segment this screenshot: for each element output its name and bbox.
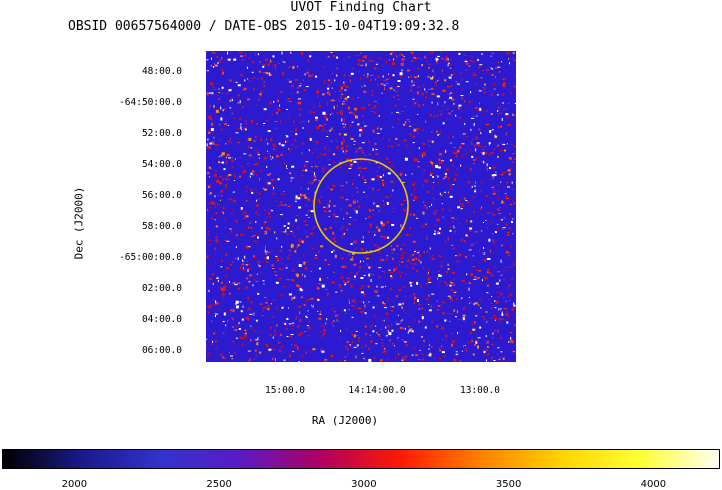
y-tick-label: -64:50:00.0 [119,97,182,108]
source-region-circle [313,158,409,254]
y-tick-label: 48:00.0 [141,66,182,77]
x-axis-label: RA (J2000) [311,414,379,427]
y-axis-label: Dec (J2000) [72,186,86,260]
y-tick-label: 52:00.0 [141,128,182,139]
y-tick-label: 02:00.0 [141,283,182,294]
colorbar-tick-label: 2000 [61,479,88,490]
y-tick-label: 56:00.0 [141,190,182,201]
x-tick-label: 14:14:00.0 [348,385,406,396]
y-tick-label: 04:00.0 [141,314,182,325]
x-tick-label: 15:00.0 [264,385,306,396]
x-tick-label: 13:00.0 [459,385,501,396]
y-tick-label: -65:00:00.0 [119,252,182,263]
colorbar-tick-label: 3500 [495,479,522,490]
colorbar-tick-label: 3000 [351,479,377,490]
colorbar [2,449,720,469]
y-tick-label: 58:00.0 [141,221,182,232]
image-noise-speckles [206,51,516,362]
colorbar-tick-label: 4000 [640,479,667,490]
sky-image [206,51,516,362]
y-tick-label: 54:00.0 [141,159,182,170]
colorbar-tick-label: 2500 [206,479,232,490]
chart-subtitle: OBSID 00657564000 / DATE-OBS 2015-10-04T… [68,19,460,34]
chart-title: UVOT Finding Chart [290,0,432,15]
y-tick-label: 06:00.0 [141,345,182,356]
